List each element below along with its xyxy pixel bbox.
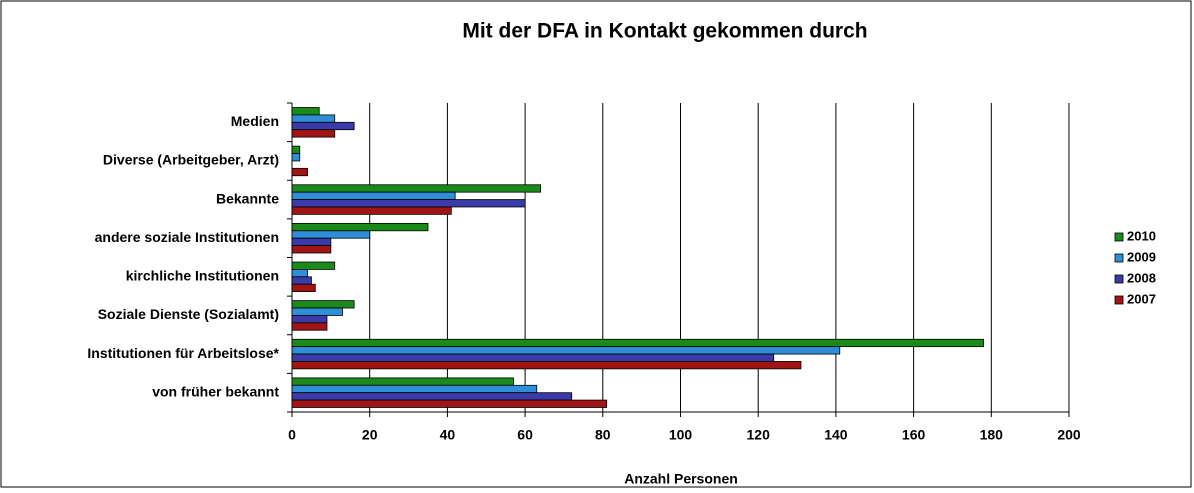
chart-title: Mit der DFA in Kontakt gekommen durch (462, 20, 867, 43)
legend-swatch (1114, 232, 1124, 242)
legend-swatch (1114, 295, 1124, 305)
bar (291, 300, 355, 309)
x-tick-label: 120 (747, 427, 771, 443)
x-tick-label: 60 (517, 427, 533, 443)
bar (291, 338, 984, 348)
y-tick-label: Institutionen für Arbeitslose* (87, 345, 279, 361)
bar (291, 237, 332, 246)
bar (291, 353, 775, 362)
bar (291, 361, 802, 370)
bar (291, 114, 336, 123)
y-tick-label: Bekannte (216, 190, 279, 206)
x-tick-label: 180 (980, 427, 1004, 443)
legend-label: 2010 (1127, 228, 1156, 243)
bar (291, 129, 336, 138)
bar (291, 392, 573, 401)
y-tick-label: Medien (231, 113, 279, 129)
x-axis-label: Anzahl Personen (624, 471, 738, 487)
bar (291, 307, 343, 316)
bar (291, 222, 429, 232)
x-tick-label: 0 (288, 427, 296, 443)
y-tick-label: andere soziale Institutionen (95, 229, 279, 245)
legend-swatch (1114, 253, 1124, 263)
bar (291, 107, 320, 116)
bar (291, 199, 526, 208)
bar (291, 399, 608, 408)
bar (291, 315, 328, 324)
bar (291, 245, 332, 254)
x-tick-label: 40 (440, 427, 456, 443)
legend-label: 2008 (1127, 270, 1156, 285)
y-tick-label: Soziale Dienste (Sozialamt) (98, 306, 279, 322)
bar (291, 145, 301, 154)
legend-swatch (1114, 274, 1124, 284)
legend-label: 2009 (1127, 249, 1156, 264)
x-tick-label: 80 (595, 427, 611, 443)
bar (291, 384, 538, 394)
bar (291, 121, 355, 131)
y-tick-label: von früher bekannt (152, 383, 279, 399)
bar (291, 377, 514, 386)
bar (291, 346, 841, 355)
x-tick-label: 100 (669, 427, 693, 443)
bar (291, 184, 542, 193)
bar (291, 276, 312, 285)
bar (291, 261, 336, 270)
x-tick-label: 140 (824, 427, 848, 443)
bar (291, 153, 301, 162)
bar (291, 283, 316, 293)
legend-label: 2007 (1127, 291, 1156, 306)
bar (291, 191, 456, 200)
bar (291, 167, 308, 177)
bar (291, 206, 452, 215)
y-tick-label: kirchliche Institutionen (126, 268, 279, 284)
x-tick-label: 20 (362, 427, 378, 443)
x-tick-label: 200 (1057, 427, 1081, 443)
y-tick-label: Diverse (Arbeitgeber, Arzt) (103, 152, 279, 168)
x-tick-label: 160 (902, 427, 926, 443)
bar (291, 230, 371, 239)
bar (291, 322, 328, 331)
bar (291, 269, 308, 278)
